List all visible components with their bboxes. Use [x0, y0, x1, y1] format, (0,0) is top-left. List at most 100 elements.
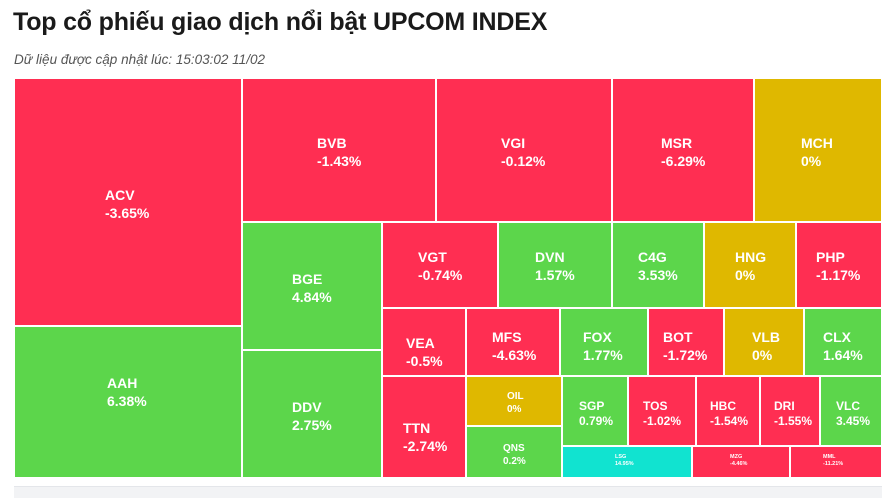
- treemap-cell-hng[interactable]: HNG 0%: [704, 222, 796, 308]
- cell-symbol: QNS: [503, 443, 525, 454]
- cell-label: PHP -1.17%: [816, 249, 860, 284]
- cell-change: 0%: [801, 152, 822, 169]
- treemap-cell-php[interactable]: PHP -1.17%: [796, 222, 882, 308]
- treemap-cell-vgi[interactable]: VGI -0.12%: [436, 78, 612, 222]
- cell-change: 0%: [735, 266, 756, 283]
- cell-label: DDV 2.75%: [292, 399, 332, 434]
- update-timestamp: Dữ liệu được cập nhật lúc: 15:03:02 11/0…: [14, 52, 265, 67]
- cell-change: -0.12%: [501, 152, 546, 169]
- cell-symbol: VGI: [501, 135, 526, 151]
- treemap-cell-bge[interactable]: BGE 4.84%: [242, 222, 382, 350]
- cell-label: BGE 4.84%: [292, 271, 332, 306]
- treemap-cell-qns[interactable]: QNS 0.2%: [466, 426, 562, 478]
- cell-label: ACV -3.65%: [105, 187, 149, 222]
- cell-change: -0.5%: [406, 352, 443, 369]
- treemap-cell-acv[interactable]: ACV -3.65%: [14, 78, 242, 326]
- treemap-cell-tos[interactable]: TOS -1.02%: [628, 376, 696, 446]
- cell-label: FOX 1.77%: [583, 329, 623, 364]
- treemap-cell-vlc[interactable]: VLC 3.45%: [820, 376, 882, 446]
- treemap-chart: ACV -3.65% AAH 6.38% BVB -1.43% VGI -0.12% MSR -6…: [14, 78, 882, 478]
- cell-label: SGP 0.79%: [579, 399, 613, 429]
- treemap-cell-mml[interactable]: MML -11.21%: [790, 446, 882, 478]
- cell-label: MML -11.21%: [823, 454, 843, 468]
- treemap-cell-mzg[interactable]: MZG -4.46%: [692, 446, 790, 478]
- cell-symbol: TOS: [643, 399, 668, 413]
- cell-symbol: DVN: [535, 249, 565, 265]
- treemap-cell-bvb[interactable]: BVB -1.43%: [242, 78, 436, 222]
- treemap-cell-vgt[interactable]: VGT -0.74%: [382, 222, 498, 308]
- cell-label: HBC -1.54%: [710, 399, 748, 429]
- cell-label: MZG -4.46%: [730, 454, 747, 468]
- treemap-cell-lsg[interactable]: LSG 14.95%: [562, 446, 692, 478]
- treemap-cell-oil[interactable]: OIL 0%: [466, 376, 562, 426]
- cell-label: OIL 0%: [507, 391, 524, 416]
- cell-change: -4.46%: [730, 460, 748, 467]
- treemap-cell-fox[interactable]: FOX 1.77%: [560, 308, 648, 376]
- treemap-cell-ttn[interactable]: TTN -2.74%: [382, 376, 466, 478]
- cell-label: CLX 1.64%: [823, 329, 863, 364]
- cell-change: -1.55%: [774, 414, 813, 428]
- cell-change: 4.84%: [292, 288, 332, 305]
- cell-change: 6.38%: [107, 392, 147, 409]
- treemap-cell-msr[interactable]: MSR -6.29%: [612, 78, 754, 222]
- cell-label: VLB 0%: [752, 329, 780, 364]
- treemap-cell-mch[interactable]: MCH 0%: [754, 78, 882, 222]
- cell-symbol: TTN: [403, 420, 431, 436]
- cell-change: -6.29%: [661, 152, 706, 169]
- cell-symbol: MFS: [492, 329, 522, 345]
- cell-symbol: BOT: [663, 329, 693, 345]
- treemap-cell-hbc[interactable]: HBC -1.54%: [696, 376, 760, 446]
- treemap-cell-dvn[interactable]: DVN 1.57%: [498, 222, 612, 308]
- cell-label: MFS -4.63%: [492, 329, 536, 364]
- cell-change: 0%: [752, 346, 773, 363]
- cell-change: 1.57%: [535, 266, 575, 283]
- treemap-cell-aah[interactable]: AAH 6.38%: [14, 326, 242, 478]
- treemap-cell-sgp[interactable]: SGP 0.79%: [562, 376, 628, 446]
- cell-label: TOS -1.02%: [643, 399, 681, 429]
- cell-label: LSG 14.95%: [615, 454, 634, 468]
- cell-label: VGT -0.74%: [418, 249, 462, 284]
- cell-symbol: BGE: [292, 271, 323, 287]
- cell-symbol: VEA: [406, 335, 435, 351]
- cell-label: DRI -1.55%: [774, 399, 812, 429]
- cell-change: 1.77%: [583, 346, 623, 363]
- cell-label: BVB -1.43%: [317, 135, 361, 170]
- cell-change: -11.21%: [823, 460, 844, 467]
- cell-label: MCH 0%: [801, 135, 833, 170]
- cell-change: 0.79%: [579, 414, 614, 428]
- cell-label: VGI -0.12%: [501, 135, 545, 170]
- cell-symbol: C4G: [638, 249, 667, 265]
- cell-symbol: CLX: [823, 329, 851, 345]
- cell-label: VLC 3.45%: [836, 399, 870, 429]
- cell-change: -1.43%: [317, 152, 362, 169]
- cell-label: C4G 3.53%: [638, 249, 678, 284]
- cell-change: -0.74%: [418, 266, 463, 283]
- cell-symbol: MZG: [730, 454, 743, 460]
- cell-change: -1.54%: [710, 414, 749, 428]
- cell-change: -1.02%: [643, 414, 682, 428]
- treemap-cell-ddv[interactable]: DDV 2.75%: [242, 350, 382, 478]
- cell-symbol: HBC: [710, 399, 736, 413]
- cell-change: -1.17%: [816, 266, 861, 283]
- treemap-cell-vlb[interactable]: VLB 0%: [724, 308, 804, 376]
- cell-change: 2.75%: [292, 416, 332, 433]
- update-time: 15:03:02 11/02: [175, 52, 265, 67]
- treemap-cell-c4g[interactable]: C4G 3.53%: [612, 222, 704, 308]
- treemap-cell-dri[interactable]: DRI -1.55%: [760, 376, 820, 446]
- cell-label: AAH 6.38%: [107, 375, 147, 410]
- treemap-cell-mfs[interactable]: MFS -4.63%: [466, 308, 560, 376]
- cell-symbol: OIL: [507, 391, 524, 402]
- cell-change: 0.2%: [503, 455, 526, 467]
- footer-divider: [14, 486, 882, 498]
- treemap-cell-clx[interactable]: CLX 1.64%: [804, 308, 882, 376]
- update-prefix: Dữ liệu được cập nhật lúc:: [14, 52, 173, 67]
- treemap-cell-vea[interactable]: VEA -0.5%: [382, 308, 466, 376]
- cell-symbol: VLB: [752, 329, 780, 345]
- cell-change: -4.63%: [492, 346, 537, 363]
- cell-symbol: VGT: [418, 249, 447, 265]
- cell-label: QNS 0.2%: [503, 443, 526, 468]
- cell-symbol: HNG: [735, 249, 767, 265]
- treemap-cell-bot[interactable]: BOT -1.72%: [648, 308, 724, 376]
- cell-label: HNG 0%: [735, 249, 766, 284]
- cell-change: -3.65%: [105, 204, 150, 221]
